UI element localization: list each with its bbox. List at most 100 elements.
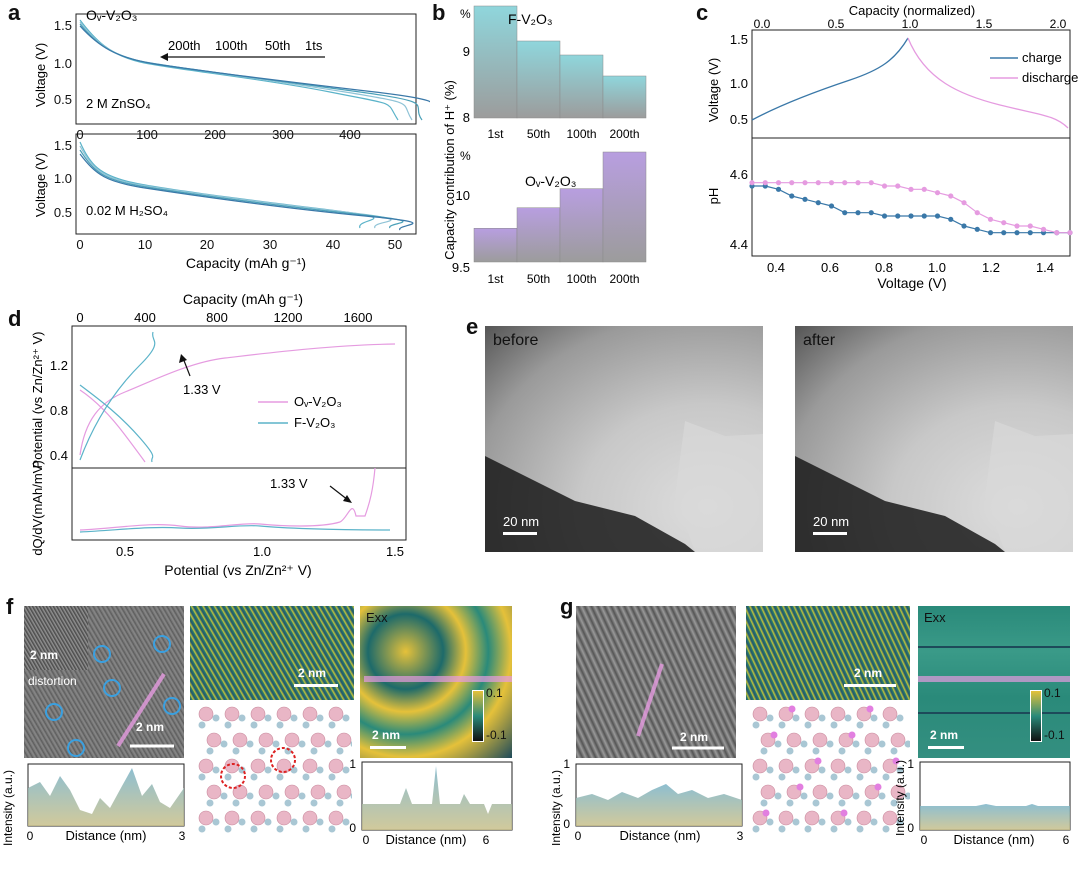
v-atom: [812, 732, 828, 748]
o-atom: [224, 825, 232, 833]
o-atom: [224, 773, 232, 781]
panel-a-top-curves: [79, 19, 430, 121]
panel-a-arrowhead: [160, 53, 168, 61]
c-point-charge: [789, 193, 795, 199]
panel-a-chart: 0.5 1.0 1.5 0.5 1.0 1.5 0 100 200 300 40…: [33, 7, 430, 271]
a-ytick-top-15: 1.5: [54, 18, 72, 33]
f-line-profile-marker: [116, 672, 166, 748]
a-xtick-bot-30: 30: [263, 237, 277, 252]
o-atom: [752, 773, 760, 781]
c-top-axis-label: Capacity (normalized): [849, 3, 975, 18]
c-ytick-05: 0.5: [730, 112, 748, 127]
f-exx-line-marker: [364, 676, 512, 682]
o-atom: [212, 818, 220, 826]
panel-label-f: f: [6, 594, 14, 619]
b-top-cat-label: 1st: [487, 127, 504, 141]
c-point-charge: [1014, 230, 1020, 236]
b-top-cat-label: 100th: [566, 127, 596, 141]
c-top-xtick-10: 1.0: [902, 17, 919, 31]
a-cycle-200: 200th: [168, 38, 201, 53]
c-point-charge: [828, 203, 835, 209]
d-ylabel-bottom: dQ/dV(mAh/mV): [30, 460, 45, 555]
a-cycle-100: 100th: [215, 38, 248, 53]
o-atom: [792, 766, 800, 774]
g-profile1-area: [576, 784, 742, 826]
o-atom: [232, 799, 240, 807]
a-cycle-1: 1ts: [305, 38, 323, 53]
o-atom: [350, 741, 352, 747]
g-exx-stripe: [918, 712, 1070, 714]
o-atom: [238, 714, 246, 722]
c-bottom-frame: [751, 137, 1071, 257]
f-profile1-xtick-0: 0: [27, 829, 34, 843]
f-distortion-circle: [93, 645, 111, 663]
f-atom: [762, 809, 770, 817]
v-atom: [224, 810, 240, 826]
o-atom: [870, 766, 878, 774]
c-point-charge: [987, 230, 994, 236]
o-atom: [882, 721, 890, 729]
g-atomic-model: [752, 705, 910, 833]
v-atom: [250, 706, 266, 722]
o-atom: [246, 740, 254, 748]
g-exx-scalebar: [928, 746, 964, 749]
v-atom: [328, 810, 344, 826]
o-atom: [310, 799, 318, 807]
o-atom: [792, 818, 800, 826]
f-profile1-xlabel: Distance (nm): [66, 828, 147, 843]
v-atom: [830, 758, 846, 774]
c-point-charge: [961, 223, 967, 229]
o-atom: [302, 773, 310, 781]
b-bottom-cat-label: 200th: [609, 272, 639, 286]
v-atom: [760, 784, 776, 800]
g-profile1-xlabel: Distance (nm): [620, 828, 701, 843]
o-atom: [896, 714, 904, 722]
g-filtered-scalebar: [844, 684, 896, 687]
panel-b-bottom-bars: [473, 151, 647, 263]
b-top-bar-1st: [473, 5, 518, 119]
o-atom: [800, 740, 808, 748]
o-atom: [774, 740, 782, 748]
o-atom: [298, 740, 306, 748]
o-atom: [830, 721, 838, 729]
tem-after-dark-region: [795, 456, 1005, 552]
f-profile2-xtick-0: 0: [363, 833, 370, 847]
o-atom: [276, 773, 284, 781]
v-atom: [224, 758, 240, 774]
g-exx-label: Exx: [924, 610, 946, 625]
v-atom: [276, 810, 292, 826]
c-point-discharge: [802, 180, 808, 186]
f-colorbar-top: 0.1: [486, 686, 503, 700]
o-atom: [198, 721, 206, 729]
v-atom: [804, 810, 820, 826]
d-top-axis-label: Capacity (mAh g⁻¹): [183, 291, 303, 307]
g-profile1-ylabel: Intensity (a.u.): [552, 770, 563, 846]
g-exx-scale-label: 2 nm: [930, 728, 959, 742]
f-atom: [788, 705, 796, 713]
v-atom: [224, 706, 240, 722]
f-profile1-xtick-3: 3: [179, 829, 186, 843]
b-ytick-9: 9: [463, 44, 470, 59]
o-atom: [198, 825, 206, 833]
b-top-cat-label: 50th: [527, 127, 550, 141]
v-atom: [250, 810, 266, 826]
c-point-discharge: [842, 180, 848, 186]
b-bottom-cat-label: 1st: [487, 272, 504, 286]
c-xtick-12: 1.2: [982, 260, 1000, 275]
o-atom: [220, 792, 228, 800]
d-ov-charge: [79, 343, 396, 456]
c-point-discharge: [921, 186, 927, 192]
f-atom: [892, 757, 900, 765]
d-top-xtick-800: 800: [206, 310, 228, 325]
panel-label-b: b: [432, 0, 446, 25]
o-atom: [290, 766, 298, 774]
tem-before-scale-label: 20 nm: [503, 514, 540, 529]
o-atom: [890, 747, 898, 755]
o-atom: [812, 747, 820, 755]
f-hrtem-image: 2 nm distortion 2 nm: [24, 606, 184, 758]
o-atom: [838, 747, 846, 755]
a-ytick-bot-10: 1.0: [54, 171, 72, 186]
g-hrtem-image: 2 nm: [576, 606, 736, 758]
o-atom: [316, 818, 324, 826]
o-atom: [350, 793, 352, 799]
